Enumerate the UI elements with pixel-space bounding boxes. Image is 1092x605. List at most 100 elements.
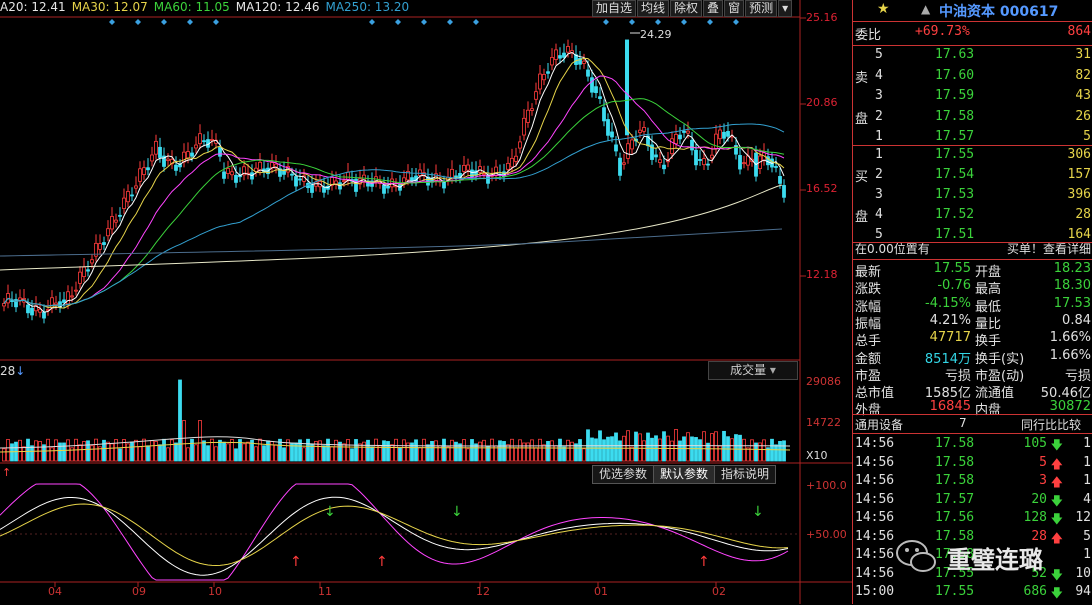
ma30-line — [3, 98, 785, 307]
volume-bar — [246, 441, 250, 462]
level-volume: 82 — [1075, 67, 1091, 83]
position-line[interactable]: 在0.00位置有 买单！查看详细 — [855, 242, 1091, 256]
volume-bar — [630, 446, 634, 462]
candle — [386, 185, 390, 189]
volume-bar — [382, 440, 386, 462]
tab-general-equipment[interactable]: 通用设备 — [855, 418, 904, 432]
volume-bar — [474, 443, 478, 462]
candle — [150, 154, 154, 162]
up-arrow-icon[interactable]: ▲ — [921, 2, 931, 16]
level-volume: 396 — [1067, 187, 1091, 202]
level-price: 17.63 — [935, 47, 975, 62]
stock-title: 中油资本 000617 — [939, 4, 1059, 20]
volume-bar — [458, 443, 462, 462]
sell-level[interactable]: 2 17.58 26 盘 — [853, 109, 1092, 127]
volume-bar — [402, 439, 406, 462]
volume-bar — [602, 439, 606, 462]
volume-bar — [590, 437, 594, 462]
toolbar-button[interactable]: 均线 — [637, 0, 670, 17]
tab-peer-compare[interactable]: 同行比比较 — [1021, 418, 1082, 432]
candle — [606, 119, 610, 136]
candle — [542, 74, 546, 81]
candle — [102, 242, 106, 245]
volume-bar — [378, 445, 382, 462]
down-arrow-icon: 🡇 — [1050, 438, 1063, 452]
volume-bar — [514, 447, 518, 462]
up-arrow-icon: 🡅 — [1050, 530, 1063, 545]
ma-legend-item: MA250: 13.20 — [325, 0, 410, 14]
volume-bar — [526, 442, 530, 462]
volume-bar — [102, 439, 106, 462]
volume-bar — [106, 441, 110, 462]
candle — [462, 164, 466, 172]
candle — [642, 127, 646, 132]
volume-bar — [730, 438, 734, 462]
volume-bar — [174, 442, 178, 462]
candle — [626, 143, 630, 159]
volume-bar — [206, 445, 210, 462]
level-volume: 5 — [1083, 129, 1091, 144]
toolbar-button[interactable]: 窗 — [724, 0, 745, 17]
buy-level[interactable]: 5 17.51 164 — [853, 227, 1092, 245]
volume-bar — [242, 443, 246, 462]
candle — [298, 178, 302, 181]
tab-indicator-help[interactable]: 指标说明 — [714, 465, 777, 484]
candle — [270, 162, 274, 169]
order-ratio-row: 委比 +69.73% 864 — [855, 24, 1091, 43]
level-price: 17.52 — [935, 207, 975, 222]
volume-bar — [98, 446, 102, 462]
x-tick: 04 — [48, 585, 62, 598]
buy-level[interactable]: 1 17.55 306 — [853, 147, 1092, 165]
candle — [406, 171, 410, 181]
volume-bar — [738, 434, 742, 462]
volume-bar — [758, 442, 762, 462]
volume-bar — [746, 447, 750, 462]
sell-level[interactable]: 5 17.63 31 — [853, 47, 1092, 65]
tab-count: 7 — [959, 416, 967, 430]
candle — [418, 169, 422, 176]
candle — [82, 266, 86, 277]
quote-row: 振幅 4.21% 量比 0.84 — [855, 312, 1091, 332]
candle — [558, 55, 562, 59]
volume-bar — [486, 446, 490, 462]
volume-bar — [594, 438, 598, 462]
signal-diamond-icon — [473, 19, 479, 25]
star-icon[interactable]: ★ — [877, 1, 890, 17]
signal-diamond-icon — [629, 19, 635, 25]
toolbar-button[interactable]: 叠 — [703, 0, 724, 17]
volume-bar — [578, 439, 582, 462]
tab-optimal-params[interactable]: 优选参数 — [592, 465, 655, 484]
candle — [138, 168, 142, 182]
toolbar-button[interactable]: 除权 — [670, 0, 703, 17]
candle — [146, 167, 150, 171]
volume-indicator-select[interactable]: 成交量 ▾ — [708, 361, 798, 380]
volume-bar — [478, 441, 482, 462]
tab-default-params[interactable]: 默认参数 — [653, 465, 716, 484]
kline-chart[interactable]: ↑ ↑ ↑ ↓ ↓ ↓ — [0, 0, 852, 604]
volume-multiplier: X10 — [806, 449, 828, 462]
level-volume: 306 — [1067, 147, 1091, 162]
volume-bar — [230, 439, 234, 462]
volume-bar — [110, 443, 114, 462]
toolbar-button[interactable]: 预测 — [745, 0, 778, 17]
candle — [86, 269, 90, 272]
sell-level[interactable]: 3 17.59 43 — [853, 88, 1092, 106]
volume-bar — [134, 439, 138, 462]
buy-level[interactable]: 2 17.54 157 买 — [853, 167, 1092, 185]
sell-level[interactable]: 4 17.60 82 卖 — [853, 68, 1092, 86]
candle — [26, 304, 30, 314]
candle — [70, 295, 74, 298]
candle — [602, 107, 606, 122]
buy-level[interactable]: 3 17.53 396 — [853, 187, 1092, 205]
candle — [186, 151, 190, 159]
buy-level[interactable]: 4 17.52 28 盘 — [853, 207, 1092, 225]
sell-level[interactable]: 1 17.57 5 — [853, 129, 1092, 147]
volume-bar — [114, 439, 118, 462]
volume-bar — [50, 447, 54, 462]
candle — [534, 91, 538, 100]
candle — [538, 73, 542, 90]
toolbar-button[interactable]: 加自选 — [592, 0, 637, 17]
toolbar-menu-icon[interactable]: ▾ — [778, 0, 793, 17]
panel-tabs: 通用设备 7 同行比比较 — [853, 416, 1092, 434]
volume-bar — [318, 440, 322, 462]
